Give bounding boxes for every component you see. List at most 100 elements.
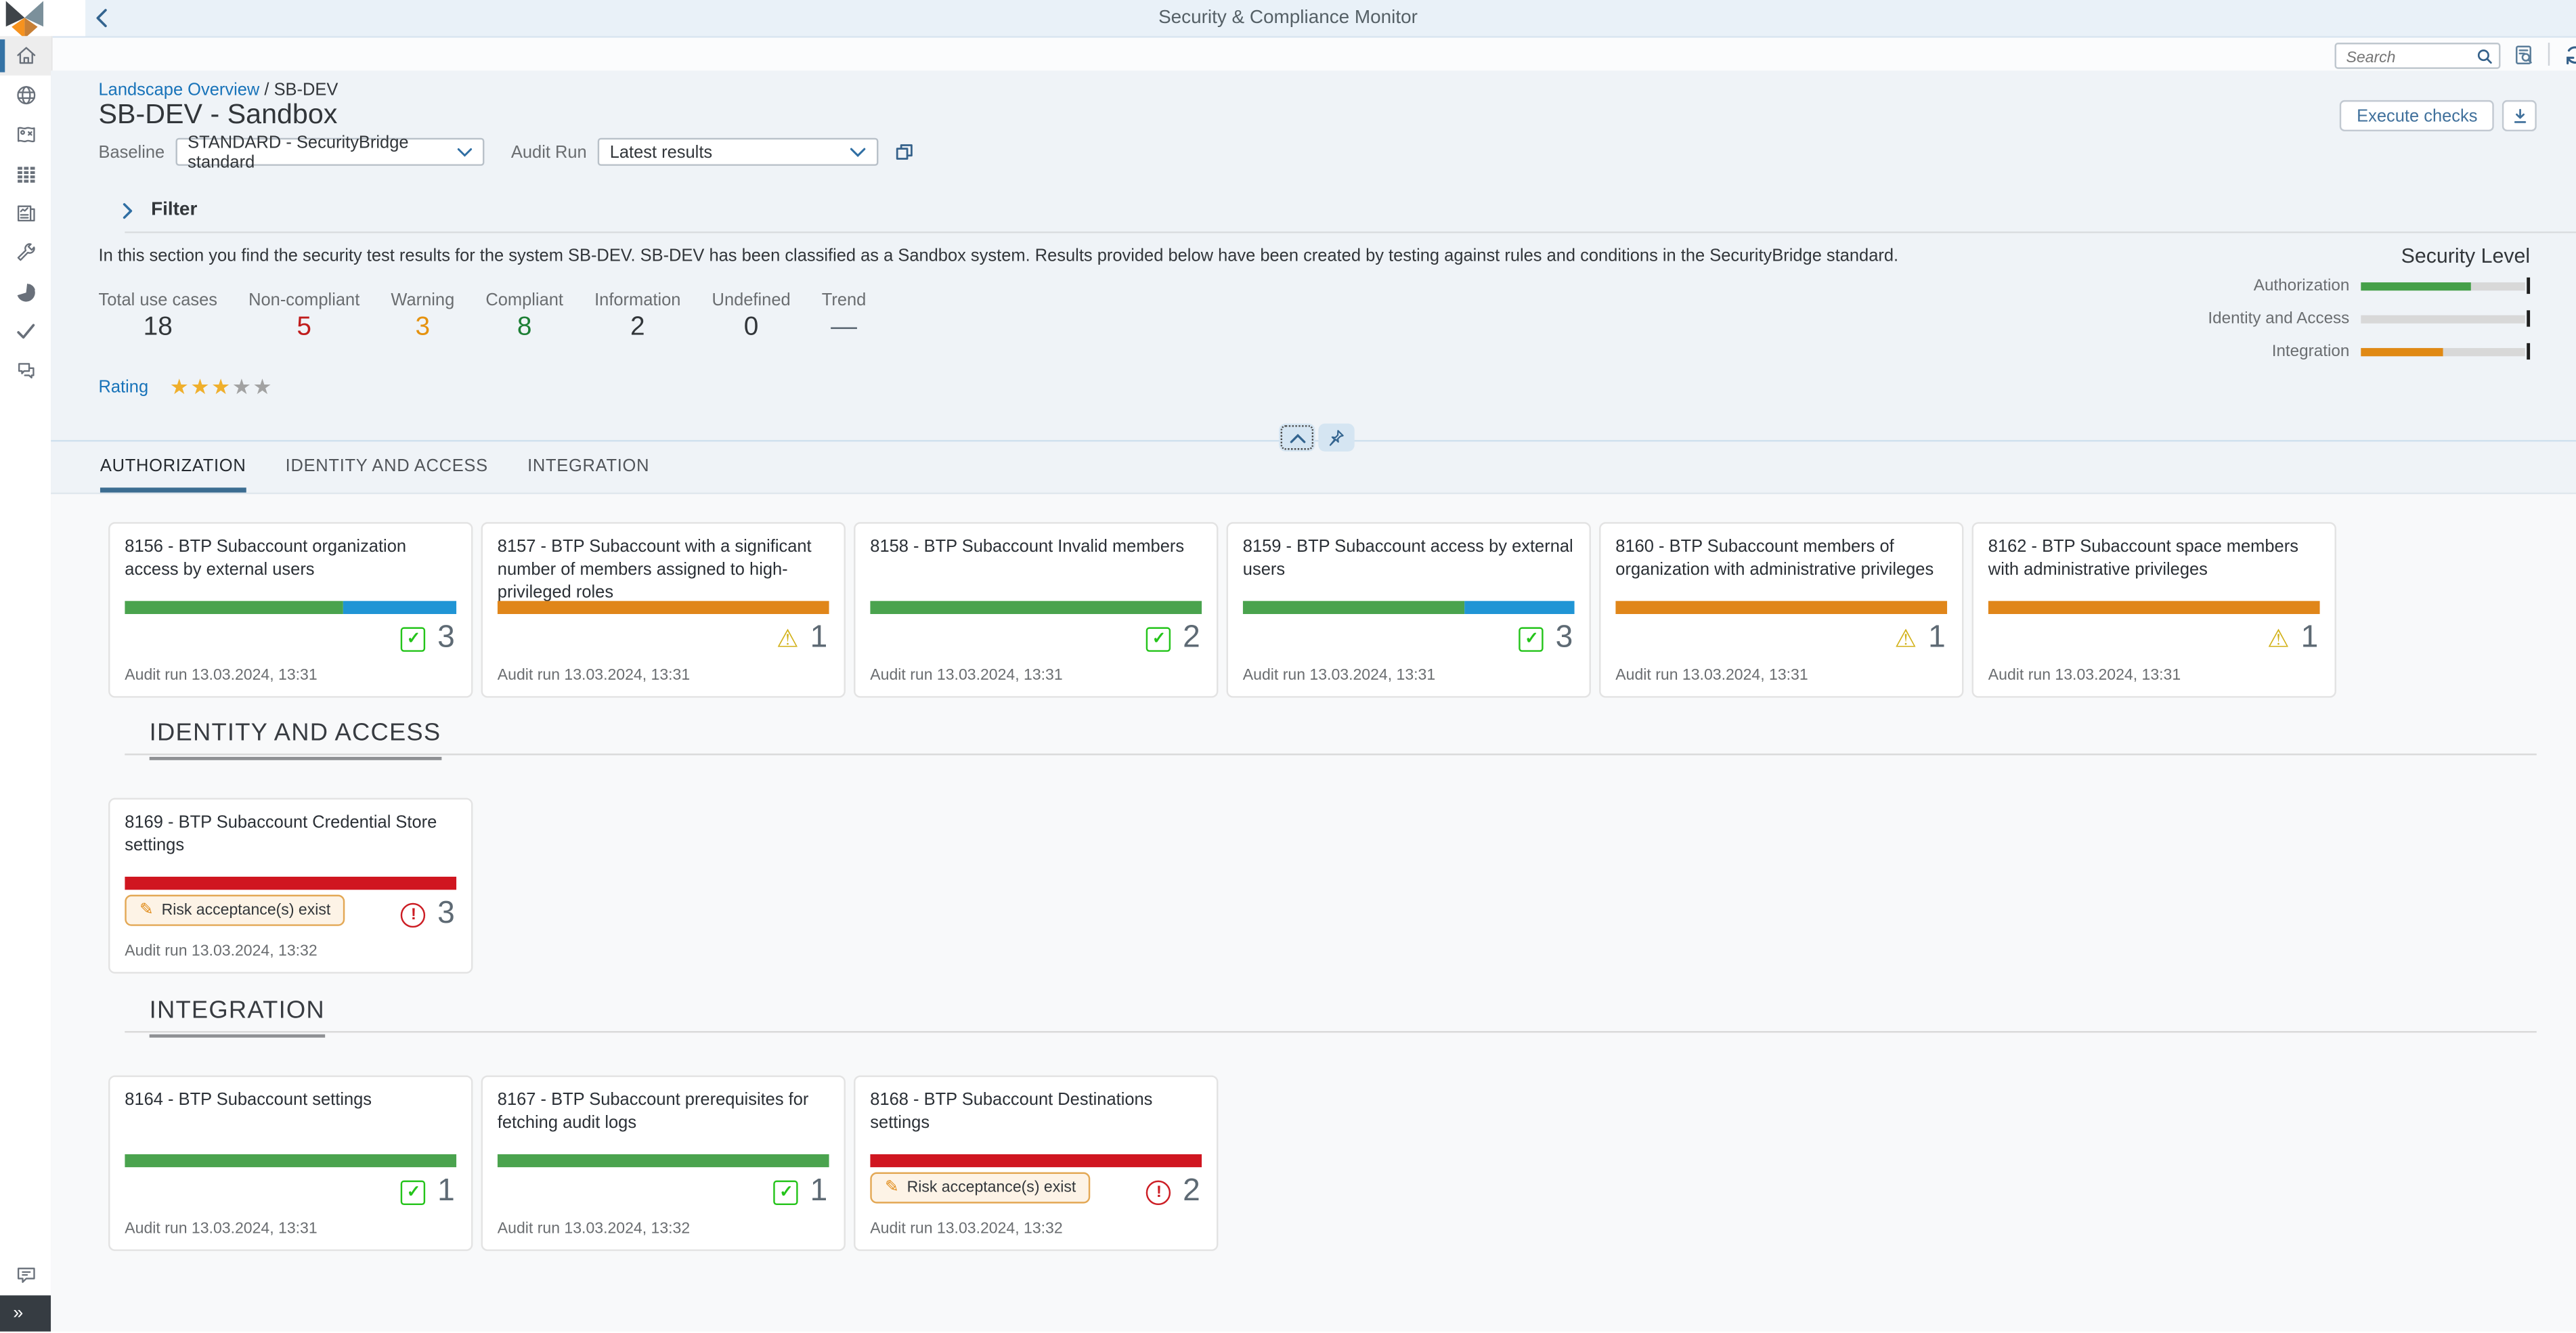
pin-header-button[interactable] bbox=[1318, 423, 1355, 452]
kpi-label: Non-compliant bbox=[248, 290, 360, 311]
copy-icon[interactable] bbox=[894, 140, 917, 163]
card-status: ✓ 2 bbox=[1146, 621, 1200, 657]
card-title: 8157 - BTP Subaccount with a significant… bbox=[497, 537, 812, 603]
usecase-card[interactable]: 8167 - BTP Subaccount prerequisites for … bbox=[481, 1075, 846, 1251]
tab-integration[interactable]: INTEGRATION bbox=[527, 456, 650, 477]
error-alert-icon: ! bbox=[401, 902, 427, 927]
page-title: SB-DEV - Sandbox bbox=[98, 98, 338, 130]
usecase-card[interactable]: 8169 - BTP Subaccount Credential Store s… bbox=[108, 797, 473, 974]
filter-label: Filter bbox=[151, 200, 198, 220]
back-chevron-icon bbox=[96, 9, 107, 28]
usecase-card[interactable]: 8168 - BTP Subaccount Destinations setti… bbox=[854, 1075, 1219, 1251]
collapse-header-button[interactable] bbox=[1279, 423, 1315, 452]
card-status: ✓ 3 bbox=[1519, 621, 1573, 657]
audit-run-timestamp: Audit run 13.03.2024, 13:31 bbox=[497, 666, 691, 685]
risk-acceptance-badge[interactable]: ✎ Risk acceptance(s) exist bbox=[870, 1172, 1091, 1204]
kpi-non-compliant: Non-compliant 5 bbox=[248, 290, 359, 343]
sidebar-item-pie-chart[interactable] bbox=[0, 273, 51, 312]
kpi-undefined: Undefined 0 bbox=[712, 290, 791, 343]
kpi-label: Undefined bbox=[712, 290, 791, 311]
usecase-card[interactable]: 8156 - BTP Subaccount organization acces… bbox=[108, 522, 473, 698]
search-icon[interactable] bbox=[2476, 47, 2494, 66]
star-icon: ★ bbox=[169, 374, 191, 399]
sidebar-item-grid[interactable] bbox=[0, 154, 51, 194]
card-result-bar bbox=[1242, 600, 1575, 614]
section-description: In this section you find the security te… bbox=[98, 246, 1899, 266]
kpi-value: 5 bbox=[297, 313, 311, 342]
kpi-information: Information 2 bbox=[594, 290, 680, 343]
finding-count: 1 bbox=[437, 1173, 455, 1208]
sidebar-item-discussion[interactable] bbox=[0, 351, 51, 391]
compliant-check-icon: ✓ bbox=[774, 1179, 799, 1204]
home-icon bbox=[14, 44, 37, 67]
kpi-label: Compliant bbox=[485, 290, 564, 311]
kpi-compliant: Compliant 8 bbox=[485, 290, 563, 343]
security-level-bar bbox=[2361, 347, 2525, 356]
warning-triangle-icon: ⚠ bbox=[777, 624, 799, 653]
security-level-bars: Authorization Identity and Access Integrat… bbox=[2103, 277, 2531, 360]
card-title: 8159 - BTP Subaccount access by external… bbox=[1242, 537, 1573, 580]
sidebar-item-tools[interactable] bbox=[0, 233, 51, 272]
kpi-value: 3 bbox=[415, 313, 431, 342]
sidebar-expand-button[interactable]: » bbox=[0, 1295, 51, 1332]
baseline-label: Baseline bbox=[98, 141, 165, 162]
app-title: Security & Compliance Monitor bbox=[1158, 8, 1418, 28]
baseline-select[interactable]: STANDARD - SecurityBridge standard bbox=[176, 132, 485, 171]
identity-cards: 8169 - BTP Subaccount Credential Store s… bbox=[108, 797, 473, 974]
kpi-value: 0 bbox=[743, 313, 759, 342]
pencil-icon: ✎ bbox=[139, 901, 154, 920]
sidebar-item-report[interactable] bbox=[0, 194, 51, 233]
tab-identity-and-access[interactable]: IDENTITY AND ACCESS bbox=[285, 456, 488, 477]
audit-run-timestamp: Audit run 13.03.2024, 13:31 bbox=[1615, 666, 1808, 685]
breadcrumb-link[interactable]: Landscape Overview bbox=[98, 80, 260, 100]
sidebar-item-map[interactable] bbox=[0, 115, 51, 154]
finding-count: 1 bbox=[810, 1173, 828, 1208]
compliant-check-icon: ✓ bbox=[401, 626, 427, 651]
toolbar-divider bbox=[2548, 43, 2550, 66]
tab-authorization[interactable]: AUTHORIZATION bbox=[100, 456, 246, 493]
filter-expander[interactable]: Filter bbox=[120, 200, 197, 220]
download-icon bbox=[2513, 108, 2525, 123]
refresh-icon[interactable] bbox=[2563, 43, 2576, 67]
card-result-bar bbox=[125, 877, 457, 890]
kpi-label: Warning bbox=[391, 290, 455, 311]
card-result-bar bbox=[1615, 600, 1948, 614]
sidebar-item-globe[interactable] bbox=[0, 76, 51, 115]
security-level-label: Authorization bbox=[2253, 276, 2350, 295]
document-search-icon[interactable] bbox=[2512, 43, 2536, 67]
card-result-bar bbox=[497, 1154, 829, 1168]
usecase-card[interactable]: 8158 - BTP Subaccount Invalid members ✓ 2 A… bbox=[854, 522, 1219, 698]
execute-checks-button[interactable]: Execute checks bbox=[2340, 100, 2494, 132]
breadcrumb: Landscape Overview / SB-DEV bbox=[99, 81, 339, 100]
sidebar-item-home[interactable] bbox=[0, 36, 51, 76]
usecase-card[interactable]: 8164 - BTP Subaccount settings ✓ 1 Audit ru… bbox=[108, 1075, 473, 1251]
audit-run-timestamp: Audit run 13.03.2024, 13:31 bbox=[1988, 666, 2181, 685]
audit-run-select[interactable]: Latest results bbox=[598, 137, 879, 166]
card-title: 8158 - BTP Subaccount Invalid members bbox=[870, 537, 1185, 557]
usecase-card[interactable]: 8159 - BTP Subaccount access by external… bbox=[1226, 522, 1591, 698]
back-button[interactable] bbox=[92, 5, 118, 31]
usecase-card[interactable]: 8157 - BTP Subaccount with a significant… bbox=[481, 522, 846, 698]
tools-icon bbox=[14, 241, 37, 264]
card-status: ⚠ 1 bbox=[2267, 621, 2318, 657]
sidebar-feedback-button[interactable] bbox=[0, 1256, 51, 1296]
card-result-bar bbox=[1988, 600, 2320, 614]
sidebar-item-check[interactable] bbox=[0, 312, 51, 351]
header-divider bbox=[125, 231, 2576, 234]
usecase-card[interactable]: 8162 - BTP Subaccount space members with… bbox=[1971, 522, 2336, 698]
security-level-bar bbox=[2361, 281, 2525, 290]
download-button[interactable] bbox=[2502, 100, 2537, 132]
usecase-card[interactable]: 8160 - BTP Subaccount members of organiz… bbox=[1599, 522, 1964, 698]
search-input[interactable] bbox=[2342, 44, 2474, 71]
security-level-panel: Security Level Authorization Identity and… bbox=[2103, 244, 2531, 379]
risk-acceptance-badge[interactable]: ✎ Risk acceptance(s) exist bbox=[125, 894, 346, 926]
rating-stars[interactable]: ★★★★★ bbox=[170, 374, 274, 401]
chevron-right-icon bbox=[123, 202, 133, 218]
securitybridge-logo-icon bbox=[5, 1, 44, 39]
rating-link[interactable]: Rating bbox=[98, 377, 149, 397]
card-status: ✓ 3 bbox=[401, 621, 455, 657]
shell-header: Security & Compliance Monitor bbox=[0, 0, 2576, 38]
security-level-label: Identity and Access bbox=[2208, 309, 2350, 328]
card-title: 8167 - BTP Subaccount prerequisites for … bbox=[497, 1090, 809, 1133]
